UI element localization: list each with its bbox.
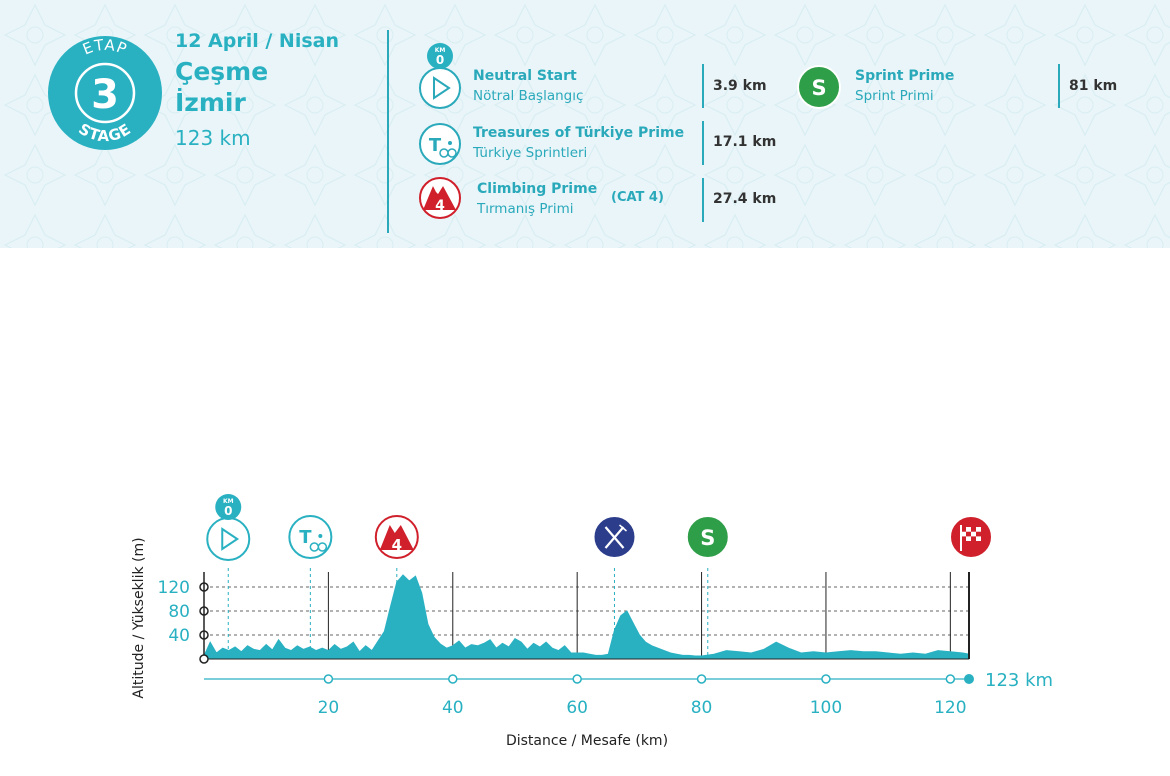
finish-flag-icon xyxy=(949,515,993,559)
sprint-title: Sprint Prime xyxy=(855,68,955,84)
climb-icon: 4 xyxy=(374,515,419,559)
feed-zone-icon xyxy=(592,515,637,559)
x-tick-label: 60 xyxy=(566,698,588,718)
divider xyxy=(702,121,704,165)
svg-text:KM: KM xyxy=(223,498,234,505)
finish-city: İzmir xyxy=(175,88,246,117)
svg-text:T: T xyxy=(429,135,442,156)
neutral-start-title: Neutral Start xyxy=(473,68,577,84)
x-tick-label: 20 xyxy=(318,698,340,718)
svg-text:S: S xyxy=(700,526,715,550)
stage-date: 12 April / Nisan xyxy=(175,30,339,52)
climbing-km: 27.4 km xyxy=(713,191,777,207)
grid xyxy=(204,568,969,659)
svg-text:T: T xyxy=(299,527,312,548)
markers: KM0 T 4 S xyxy=(206,494,993,561)
end-distance-label: 123 km xyxy=(985,670,1053,691)
divider xyxy=(1058,64,1060,108)
svg-text:S: S xyxy=(811,76,826,100)
x-tick-label: 80 xyxy=(691,698,713,718)
climbing-subtitle: Tırmanış Primi xyxy=(477,201,574,217)
neutral-start-subtitle: Nötral Başlangıç xyxy=(473,88,584,104)
elevation-profile xyxy=(203,574,970,660)
sprint-km: 81 km xyxy=(1069,78,1118,94)
x-tick-dot xyxy=(945,674,956,684)
climbing-icon: 4 xyxy=(419,177,461,219)
treasures-title: Treasures of Türkiye Prime xyxy=(473,125,685,141)
svg-text:4: 4 xyxy=(392,536,402,554)
x-tick-dot xyxy=(572,674,582,684)
neutral-start-icon: KM0 xyxy=(206,494,251,561)
stage-number: 3 xyxy=(91,72,119,118)
sprint-icon: S xyxy=(685,515,730,559)
x-tick-label: 100 xyxy=(810,698,842,718)
x-tick-label: 120 xyxy=(934,698,966,718)
chart-frame xyxy=(199,572,970,664)
svg-text:4: 4 xyxy=(435,198,445,214)
y-tick-label: 120 xyxy=(158,578,190,598)
neutral-start-icon: KM 0 xyxy=(419,43,461,109)
treasures-subtitle: Türkiye Sprintleri xyxy=(473,145,588,161)
stage-distance: 123 km xyxy=(175,126,251,150)
svg-text:0: 0 xyxy=(224,504,232,518)
x-tick-dot xyxy=(448,674,458,684)
background-pattern xyxy=(0,0,1170,248)
neutral-start-km: 3.9 km xyxy=(713,78,767,94)
stage-header: ETAP STAGE 3 12 April / Nisan Çeşme İzmi… xyxy=(0,0,1170,248)
x-tick-label: 40 xyxy=(442,698,464,718)
divider xyxy=(702,64,704,108)
y-axis-label: Altitude / Yükseklik (m) xyxy=(131,537,147,698)
y-tick-label: 40 xyxy=(168,626,190,646)
x-tick-dot xyxy=(696,674,707,684)
svg-text:KM: KM xyxy=(435,47,446,54)
climbing-title: Climbing Prime xyxy=(477,181,598,197)
treasures-icon: T xyxy=(419,123,461,165)
climbing-category: (CAT 4) xyxy=(611,190,664,205)
sprint-subtitle: Sprint Primi xyxy=(855,88,934,104)
x-tick-dot xyxy=(821,674,831,684)
svg-text:0: 0 xyxy=(436,53,444,67)
end-dot xyxy=(964,674,974,684)
start-city: Çeşme xyxy=(175,57,269,86)
stage-badge: ETAP STAGE 3 xyxy=(48,36,162,150)
origin-dot xyxy=(199,654,209,664)
header-divider xyxy=(387,30,389,233)
profile-area xyxy=(203,574,970,660)
x-axis-label: Distance / Mesafe (km) xyxy=(506,733,668,749)
treasures-km: 17.1 km xyxy=(713,134,777,150)
treasures-icon: T xyxy=(288,515,333,559)
x-tick-dot xyxy=(323,674,334,684)
distance-axis: 40 80 120 20 40 60 80 100 120 123 km xyxy=(158,578,1054,718)
y-tick-label: 80 xyxy=(168,602,190,622)
divider xyxy=(702,178,704,222)
sprint-icon: S xyxy=(797,65,841,109)
